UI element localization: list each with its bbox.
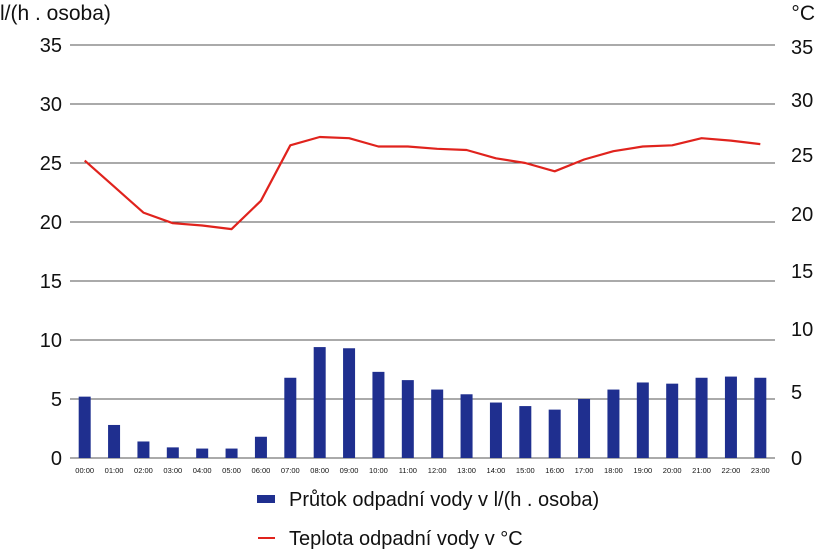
bar (460, 394, 473, 458)
y-left-tick-label: 5 (51, 389, 62, 411)
y-right-tick-label: 20 (791, 204, 813, 226)
bar (401, 380, 414, 458)
y-left-ticks: 0 5 10 15 20 25 30 35 (40, 35, 62, 470)
x-tick-label: 22:00 (722, 466, 741, 475)
bar (489, 402, 502, 458)
bar (225, 448, 238, 458)
x-tick-label: 17:00 (575, 466, 594, 475)
y-left-tick-label: 10 (40, 330, 62, 352)
x-tick-label: 13:00 (457, 466, 476, 475)
y-left-tick-label: 15 (40, 271, 62, 293)
x-tick-label: 12:00 (428, 466, 447, 475)
legend-label-temperature: Teplota odpadní vody v °C (289, 528, 523, 550)
x-tick-label: 19:00 (633, 466, 652, 475)
bar (343, 348, 356, 458)
x-tick-label: 23:00 (751, 466, 770, 475)
legend-label-flow: Průtok odpadní vody v l/(h . osoba) (289, 489, 599, 511)
bar (666, 383, 679, 458)
x-tick-label: 21:00 (692, 466, 711, 475)
y-right-axis-label: °C (791, 2, 815, 25)
bar (695, 377, 708, 458)
x-tick-label: 08:00 (310, 466, 329, 475)
y-left-tick-label: 30 (40, 94, 62, 116)
bar (166, 447, 179, 458)
x-tick-label: 00:00 (75, 466, 94, 475)
bar (578, 399, 591, 458)
y-right-tick-label: 15 (791, 261, 813, 283)
y-right-ticks: 0 5 10 15 20 25 30 35 (791, 37, 813, 470)
x-tick-label: 11:00 (399, 466, 417, 475)
bar (636, 382, 649, 458)
y-right-tick-label: 25 (791, 145, 813, 167)
bar (78, 396, 91, 458)
bar (284, 377, 297, 458)
y-left-tick-label: 35 (40, 35, 62, 57)
temperature-line (83, 135, 761, 231)
x-tick-label: 09:00 (340, 466, 359, 475)
x-tick-label: 20:00 (663, 466, 682, 475)
x-tick-label: 05:00 (222, 466, 241, 475)
x-tick-label: 04:00 (193, 466, 212, 475)
x-tick-label: 10:00 (369, 466, 388, 475)
bar (372, 371, 385, 458)
x-tick-label: 02:00 (134, 466, 153, 475)
y-right-tick-label: 0 (791, 448, 802, 470)
bar (724, 376, 737, 458)
x-tick-label: 03:00 (163, 466, 182, 475)
bar (431, 389, 444, 458)
legend-swatch-flow (257, 495, 275, 503)
x-tick-label: 14:00 (487, 466, 506, 475)
bar (548, 409, 561, 458)
x-tick-label: 18:00 (604, 466, 623, 475)
y-right-tick-label: 5 (791, 382, 802, 404)
bar (137, 441, 150, 458)
y-right-tick-label: 10 (791, 319, 813, 341)
grid (70, 44, 775, 459)
x-tick-label: 01:00 (105, 466, 124, 475)
bar (607, 389, 620, 458)
line-series (83, 135, 761, 231)
bar (254, 436, 267, 458)
x-tick-label: 07:00 (281, 466, 300, 475)
y-right-tick-label: 30 (791, 90, 813, 112)
y-left-axis-label: l/(h . osoba) (0, 2, 111, 25)
x-tick-label: 15:00 (516, 466, 535, 475)
x-tick-label: 16:00 (545, 466, 564, 475)
bar (519, 406, 532, 458)
legend: Průtok odpadní vody v l/(h . osoba) Tepl… (257, 489, 599, 550)
y-left-tick-label: 20 (40, 212, 62, 234)
bar (196, 448, 209, 458)
y-right-tick-label: 35 (791, 37, 813, 59)
bar (313, 347, 326, 458)
bar (108, 424, 121, 458)
y-left-tick-label: 0 (51, 448, 62, 470)
x-ticks: 00:00 01:00 02:00 03:00 04:00 05:00 06:00 07:00… (75, 466, 769, 475)
bar (754, 377, 767, 458)
bar-series (78, 347, 767, 458)
y-left-tick-label: 25 (40, 153, 62, 175)
x-tick-label: 06:00 (252, 466, 271, 475)
